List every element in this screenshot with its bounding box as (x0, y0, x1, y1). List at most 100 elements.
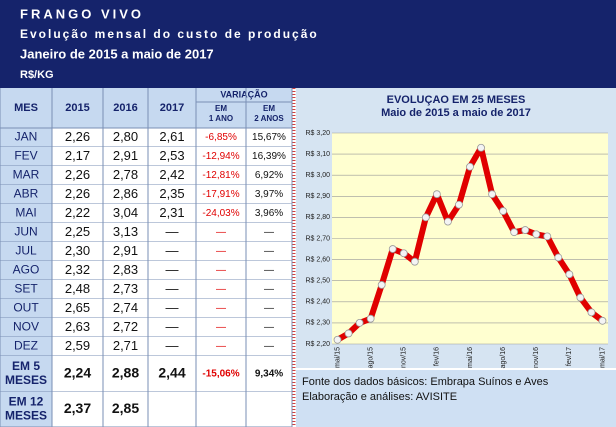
row-bg (52, 356, 292, 392)
data-point (521, 226, 530, 234)
cell: -15,06% (202, 369, 239, 380)
data-point (344, 329, 353, 338)
variation-column-header: 2 ANOS (254, 114, 284, 123)
row-label: MAI (15, 206, 36, 220)
cell: 2,85 (112, 400, 139, 416)
row-bg (52, 185, 292, 204)
row-label: EM 5 (12, 359, 40, 373)
row-label: JAN (15, 130, 38, 144)
cell: 2,59 (65, 338, 90, 353)
cell: 6,92% (255, 170, 283, 181)
row-label: MESES (5, 373, 47, 387)
row-label: NOV (13, 320, 39, 334)
cell: -6,85% (205, 132, 237, 143)
y-tick-label: R$ 2,90 (305, 193, 330, 200)
y-tick-label: R$ 2,30 (305, 320, 330, 327)
row-label-bg (0, 356, 52, 392)
variation-column-header: EM (263, 104, 275, 113)
x-tick-label: nov/16 (533, 347, 540, 368)
x-tick-label: ago/15 (367, 347, 374, 369)
row-label-bg (0, 147, 52, 166)
cell: 3,13 (113, 224, 138, 239)
variation-column-header: 1 ANO (209, 114, 233, 123)
cell: 2,35 (159, 186, 184, 201)
cell: — (216, 284, 226, 295)
cell: 2,42 (159, 167, 184, 182)
row-bg (52, 392, 292, 427)
cell: — (264, 246, 274, 257)
cell: 2,86 (113, 186, 138, 201)
row-label-bg (0, 204, 52, 223)
y-tick-label: R$ 2,80 (305, 214, 330, 221)
chart-subtitle: Maio de 2015 a maio de 2017 (381, 107, 531, 119)
cell: — (216, 303, 226, 314)
row-label-bg (0, 223, 52, 242)
footer-line: Elaboração e análises: AVISITE (302, 391, 457, 403)
row-label-bg (0, 166, 52, 185)
cell: 3,97% (255, 189, 283, 200)
data-point (510, 228, 519, 237)
footer-box (296, 370, 616, 427)
row-label: AGO (13, 263, 40, 277)
cell: 2,91 (113, 243, 138, 258)
column-header: 2016 (113, 102, 137, 114)
cell: 2,78 (113, 167, 138, 182)
cell: -12,94% (202, 151, 239, 162)
cell: — (166, 262, 179, 277)
cell: 2,48 (65, 281, 90, 296)
cell: 2,63 (65, 319, 90, 334)
cell: 2,83 (113, 262, 138, 277)
cell: 3,04 (113, 205, 138, 220)
cell: 2,74 (113, 300, 138, 315)
x-tick-label: nov/15 (401, 347, 408, 368)
header-period: Janeiro de 2015 a maio de 2017 (20, 46, 214, 61)
row-label-bg (0, 392, 52, 427)
cell: — (264, 284, 274, 295)
y-tick-label: R$ 3,20 (305, 130, 330, 137)
data-point (377, 281, 386, 289)
cell: — (264, 303, 274, 314)
header-band (0, 0, 616, 88)
cell: 2,71 (113, 338, 138, 353)
row-bg (52, 318, 292, 337)
data-point (598, 316, 607, 325)
x-tick-label: fev/16 (434, 347, 441, 366)
row-bg (52, 337, 292, 356)
cell: 2,72 (113, 319, 138, 334)
row-label: SET (14, 282, 38, 296)
cell: 15,67% (252, 132, 286, 143)
cell: — (166, 243, 179, 258)
cell: 2,32 (65, 262, 90, 277)
row-label-bg (0, 337, 52, 356)
row-label: FEV (14, 149, 37, 163)
cell: 2,26 (65, 167, 90, 182)
row-label-bg (0, 242, 52, 261)
cell: 2,53 (159, 148, 184, 163)
cell: 2,17 (65, 148, 90, 163)
y-tick-label: R$ 2,20 (305, 341, 330, 348)
cell: — (216, 265, 226, 276)
cell: — (166, 281, 179, 296)
row-label-bg (0, 280, 52, 299)
footer-line: Fonte dos dados básicos: Embrapa Suínos … (302, 376, 549, 388)
cell: — (264, 227, 274, 238)
cell: — (166, 319, 179, 334)
data-point (477, 143, 485, 152)
cell: 2,25 (65, 224, 90, 239)
y-tick-label: R$ 2,50 (305, 278, 330, 285)
row-bg (52, 261, 292, 280)
cell: 3,96% (255, 208, 283, 219)
data-point (554, 253, 563, 262)
cell: — (216, 227, 226, 238)
cell: -24,03% (202, 208, 239, 219)
cell: 16,39% (252, 151, 286, 162)
cell: — (216, 322, 226, 333)
table-header-bg (0, 88, 292, 128)
cell: — (264, 265, 274, 276)
cell: — (264, 341, 274, 352)
data-point (488, 190, 496, 199)
cell: — (166, 300, 179, 315)
cell: -12,81% (202, 170, 239, 181)
cell: 2,26 (65, 186, 90, 201)
